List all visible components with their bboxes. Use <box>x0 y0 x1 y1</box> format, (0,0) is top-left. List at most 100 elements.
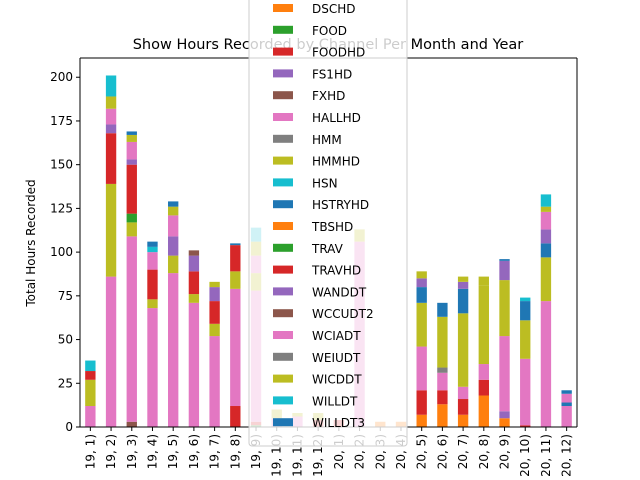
legend-swatch-wccudt2 <box>273 309 293 318</box>
bar-segment-wanddt-5 <box>188 255 200 272</box>
bar-segment-wanddt-2 <box>126 159 137 165</box>
bar-segment-travhd-0 <box>85 371 96 380</box>
bar-segment-hallhd-23 <box>561 406 572 427</box>
legend-label-travhd: TRAVHD <box>311 264 361 278</box>
legend-swatch-foodhd <box>273 47 293 56</box>
legend-label-weiudt: WEIUDT <box>312 351 361 365</box>
legend-swatch-hmmhd <box>273 156 293 165</box>
bar-segment-hallhd-0 <box>85 406 96 427</box>
legend-label-trav: TRAV <box>311 242 344 256</box>
y-tick-label-150: 150 <box>50 158 73 172</box>
legend-label-hallhd: HALLHD <box>312 111 361 125</box>
bar-segment-hmmhd-19 <box>478 285 489 365</box>
bar-segment-hmmhd-5 <box>188 294 200 303</box>
bar-segment-hmmhd-2 <box>126 222 137 237</box>
bar-segment-willdt-0 <box>85 360 96 372</box>
bar-segment-willdt3-7 <box>230 243 241 246</box>
axes-layer: 0 25 50 75 100 125 150 175 200 19, 1) 19, 2) 19, 3)… <box>50 57 578 477</box>
x-tick-label-0: 19, 1) <box>83 434 97 469</box>
bar-segment-wicddt-4 <box>168 206 179 216</box>
bar-segment-hmmhd-6 <box>209 323 220 337</box>
bar-segment-wciadt-2 <box>126 141 137 160</box>
bar-segment-trav-2 <box>126 213 137 223</box>
legend-label-hsn: HSN <box>312 176 338 190</box>
bar-segment-hallhd-7 <box>230 288 241 407</box>
bar-segment-dschd-20 <box>499 418 510 427</box>
bar-segment-hallhd-16 <box>416 346 427 391</box>
legend-swatch-dschd <box>273 4 293 12</box>
bar-segment-fxhd-2 <box>126 421 137 427</box>
bar-segment-wanddt-6 <box>209 287 220 302</box>
legend-label-wicddt: WICDDT <box>312 373 362 387</box>
legend-label-food: FOOD <box>312 24 347 38</box>
bar-segment-wicddt-6 <box>209 281 220 288</box>
bar-segment-hallhd-21 <box>520 358 531 426</box>
legend-swatch-trav <box>273 243 293 252</box>
bar-segment-dschd-16 <box>416 414 427 427</box>
legend-swatch-food <box>273 25 293 34</box>
bar-segment-wicddt-16 <box>416 271 427 279</box>
bar-segment-willdt3-4 <box>168 201 179 207</box>
legend-swatch-fs1hd <box>273 69 293 78</box>
bar-segment-willdt3-2 <box>126 131 137 135</box>
bar-segment-hallhd-3 <box>147 308 158 427</box>
x-tick-label-5: 19, 6) <box>187 434 201 469</box>
legend-label-wanddt: WANDDT <box>312 285 367 299</box>
bar-segment-hallhd-19 <box>478 364 489 380</box>
y-axis-label: Total Hours Recorded <box>24 179 38 307</box>
bar-segment-wicddt-18 <box>457 276 469 282</box>
x-tick-label-18: 20, 7) <box>456 434 470 469</box>
y-tick-label-75: 75 <box>58 289 73 303</box>
x-tick-label-19: 20, 8) <box>477 434 491 469</box>
bar-segment-willdt3-20 <box>499 259 510 261</box>
bar-segment-hmmhd-20 <box>499 280 510 337</box>
legend-label-willdt: WILLDT <box>312 394 358 408</box>
y-tick-label-200: 200 <box>50 70 73 84</box>
legend-swatch-wanddt <box>273 287 293 296</box>
bar-segment-foodhd-16 <box>416 390 427 415</box>
legend-label-wccudt2: WCCUDT2 <box>312 307 374 321</box>
bar-segment-wciadt-23 <box>561 393 572 403</box>
x-tick-label-2: 19, 3) <box>125 434 139 469</box>
legend-swatch-wciadt <box>273 331 293 339</box>
legend-label-hmm: HMM <box>312 133 342 147</box>
bar-segment-hallhd-2 <box>126 236 137 422</box>
bar-segment-hmmhd-3 <box>147 299 158 309</box>
legend-label-tbshd: TBSHD <box>311 220 353 234</box>
legend-swatch-willdt <box>273 396 293 405</box>
x-tick-label-4: 19, 5) <box>166 434 180 469</box>
bar-segment-wanddt-20 <box>499 260 510 281</box>
bar-segment-willdt-1 <box>105 75 117 97</box>
bar-segment-hstryhd-23 <box>561 402 572 407</box>
x-tick-label-23: 20, 12) <box>560 434 574 477</box>
bar-segment-hstryhd-22 <box>540 243 552 258</box>
y-tick-label-100: 100 <box>50 245 73 259</box>
bar-segment-hallhd-22 <box>540 301 552 427</box>
bar-segment-wanddt-1 <box>105 124 117 134</box>
bar-segment-hallhd-20 <box>499 336 510 412</box>
bar-segment-hallhd-1 <box>105 276 117 427</box>
bar-segment-foodhd-21 <box>520 425 531 427</box>
legend-swatch-hstryhd <box>273 200 293 209</box>
legend-swatch-travhd <box>273 265 293 274</box>
bar-segment-hmmhd-17 <box>437 316 448 368</box>
bar-segment-willdt-3 <box>147 246 158 253</box>
y-tick-label-50: 50 <box>58 333 73 347</box>
y-tick-label-0: 0 <box>65 420 73 434</box>
x-tick-label-20: 20, 9) <box>498 434 512 469</box>
bar-segment-wicddt-1 <box>105 96 117 109</box>
legend-label-fs1hd: FS1HD <box>312 67 352 81</box>
bar-segment-hmmhd-16 <box>416 302 427 347</box>
x-tick-label-3: 19, 4) <box>145 434 159 469</box>
bar-segment-dschd-18 <box>457 414 469 427</box>
bar-segment-foodhd-19 <box>478 379 489 396</box>
bar-segment-wanddt-4 <box>168 236 179 256</box>
legend-swatch-wicddt <box>273 374 293 383</box>
legend-swatch-weiudt <box>273 352 293 361</box>
x-tick-label-1: 19, 2) <box>104 434 118 469</box>
bar-segment-willdt-22 <box>540 194 552 207</box>
bar-segment-hallhd-6 <box>209 336 220 427</box>
bar-segment-wciadt-4 <box>168 215 179 237</box>
bar-segment-dschd-19 <box>478 395 489 427</box>
